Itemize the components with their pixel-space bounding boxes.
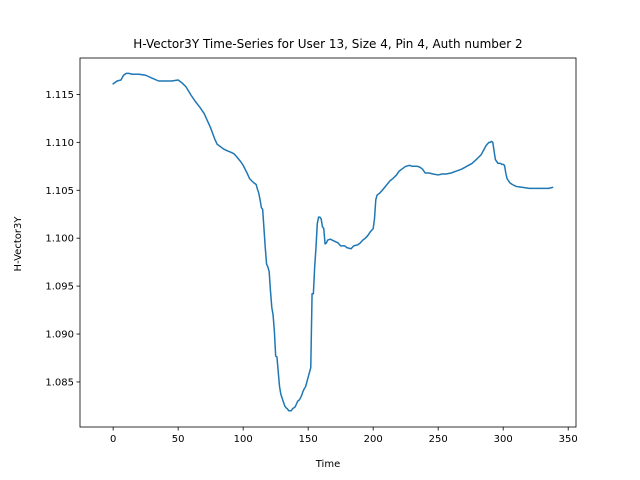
x-axis-label: Time — [315, 459, 340, 470]
y-axis-label: H-Vector3Y — [13, 216, 24, 272]
y-tick-label: 1.115 — [45, 90, 74, 101]
x-tick-label: 350 — [559, 434, 578, 445]
y-tick-label: 1.095 — [45, 282, 74, 293]
plot-area: 0 50 100 150 200 250 300 350 1.085 1.090 1.095 1.10… — [45, 57, 578, 445]
chart-title: H-Vector3Y Time-Series for User 13, Size… — [133, 37, 522, 51]
x-tick-label: 100 — [234, 434, 253, 445]
y-tick-label: 1.100 — [45, 234, 74, 245]
series-line — [112, 72, 554, 412]
y-tick-label: 1.110 — [45, 138, 74, 149]
y-tick-label: 1.085 — [45, 377, 74, 388]
y-tick-label: 1.090 — [45, 330, 74, 341]
x-tick-label: 0 — [110, 434, 116, 445]
x-tick-label: 300 — [494, 434, 513, 445]
x-tick-label: 50 — [172, 434, 185, 445]
plot-frame — [79, 57, 577, 428]
y-tick-label: 1.105 — [45, 186, 74, 197]
x-tick-label: 200 — [364, 434, 383, 445]
x-tick-label: 150 — [299, 434, 318, 445]
x-tick-label: 250 — [429, 434, 448, 445]
